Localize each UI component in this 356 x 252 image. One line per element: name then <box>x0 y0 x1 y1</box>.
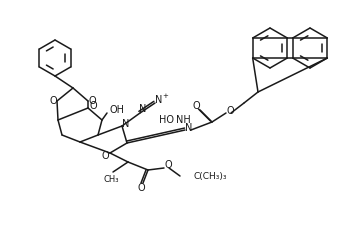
Text: O: O <box>49 96 57 106</box>
Text: O: O <box>88 96 96 106</box>
Text: N: N <box>122 119 130 129</box>
Text: +: + <box>162 93 168 99</box>
Text: O: O <box>101 151 109 161</box>
Text: C(CH₃)₃: C(CH₃)₃ <box>194 172 227 180</box>
Text: O: O <box>137 183 145 193</box>
Text: N: N <box>139 104 147 114</box>
Text: O: O <box>164 160 172 170</box>
Text: HO: HO <box>159 115 174 125</box>
Text: N: N <box>185 123 193 133</box>
Text: NH: NH <box>176 115 190 125</box>
Text: N: N <box>155 95 163 105</box>
Text: OH: OH <box>109 105 124 115</box>
Text: O: O <box>89 101 97 111</box>
Text: O: O <box>226 106 234 116</box>
Text: CH₃: CH₃ <box>103 175 119 184</box>
Text: O: O <box>192 101 200 111</box>
